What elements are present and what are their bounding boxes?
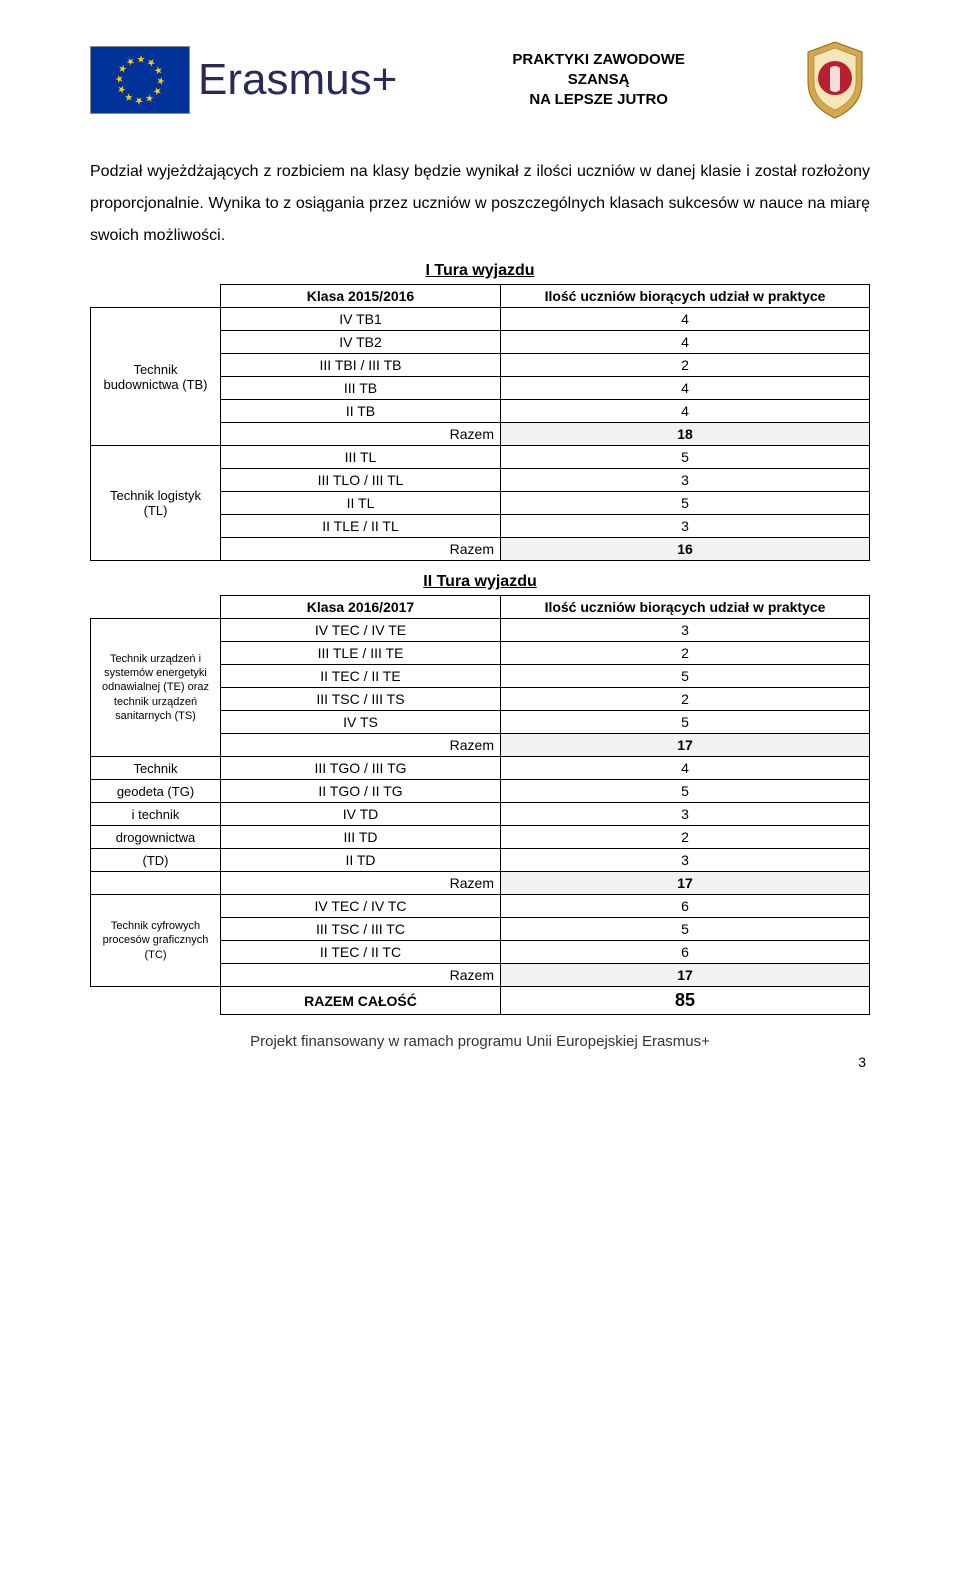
table-cell: II TD <box>221 849 501 872</box>
razem-value: 17 <box>501 872 870 895</box>
header-title: PRAKTYKI ZAWODOWE SZANSĄ NA LEPSZE JUTRO <box>512 50 685 111</box>
table-cell: 4 <box>501 400 870 423</box>
table-cell: 3 <box>501 619 870 642</box>
razem-label: Razem <box>221 423 501 446</box>
school-emblem-icon <box>800 40 870 120</box>
table-cell: 3 <box>501 515 870 538</box>
table-cell: 6 <box>501 941 870 964</box>
eu-flag-icon: ★ ★ ★ ★ ★ ★ ★ ★ ★ ★ ★ ★ <box>90 46 190 114</box>
table-cell: 5 <box>501 918 870 941</box>
razem-value: 16 <box>501 538 870 561</box>
table-cell: 5 <box>501 780 870 803</box>
tura2-group2-label-l4: drogownictwa <box>91 826 221 849</box>
tura1-table: Klasa 2015/2016 Ilość uczniów biorących … <box>90 284 870 561</box>
razem-label: Razem <box>221 872 501 895</box>
razem-label: Razem <box>221 964 501 987</box>
table-cell: 6 <box>501 895 870 918</box>
table-cell: II TGO / II TG <box>221 780 501 803</box>
table-cell: III TSC / III TC <box>221 918 501 941</box>
table-cell: 3 <box>501 803 870 826</box>
page-number: 3 <box>90 1054 870 1070</box>
tura2-group2-label-l5: (TD) <box>91 849 221 872</box>
tura2-group2-label-l3: i technik <box>91 803 221 826</box>
table-cell: 2 <box>501 688 870 711</box>
table-cell: IV TB1 <box>221 308 501 331</box>
table-cell: 2 <box>501 354 870 377</box>
razem-value: 17 <box>501 734 870 757</box>
tura1-group1-label: Technik budownictwa (TB) <box>91 308 221 446</box>
tura2-group1-label: Technik urządzeń i systemów energetyki o… <box>91 619 221 757</box>
erasmus-logo: ★ ★ ★ ★ ★ ★ ★ ★ ★ ★ ★ ★ Erasmus+ <box>90 46 397 114</box>
tura2-header-count: Ilość uczniów biorących udział w praktyc… <box>501 596 870 619</box>
table-cell: 4 <box>501 308 870 331</box>
table-cell: 4 <box>501 331 870 354</box>
table-cell: IV TEC / IV TC <box>221 895 501 918</box>
table-cell: III TGO / III TG <box>221 757 501 780</box>
tura1-header-class: Klasa 2015/2016 <box>221 285 501 308</box>
table-cell: 5 <box>501 665 870 688</box>
table-cell: 4 <box>501 377 870 400</box>
erasmus-brand-text: Erasmus+ <box>198 55 397 105</box>
razem-value: 17 <box>501 964 870 987</box>
table-cell: IV TB2 <box>221 331 501 354</box>
table-cell: III TSC / III TS <box>221 688 501 711</box>
tura2-group2-label-l2: geodeta (TG) <box>91 780 221 803</box>
tura2-title: II Tura wyjazdu <box>90 573 870 591</box>
table-cell: IV TD <box>221 803 501 826</box>
razem-label: Razem <box>221 734 501 757</box>
table-cell: III TLO / III TL <box>221 469 501 492</box>
header-title-line1: PRAKTYKI ZAWODOWE <box>512 50 685 70</box>
table-cell: II TL <box>221 492 501 515</box>
tura2-group3-label: Technik cyfrowych procesów graficznych (… <box>91 895 221 987</box>
table-cell: II TEC / II TE <box>221 665 501 688</box>
tura2-header-class: Klasa 2016/2017 <box>221 596 501 619</box>
header-title-line2: SZANSĄ <box>512 70 685 90</box>
razem-label: Razem <box>221 538 501 561</box>
tura2-group2-label-l1: Technik <box>91 757 221 780</box>
table-cell: 2 <box>501 826 870 849</box>
tura1-header-count: Ilość uczniów biorących udział w praktyc… <box>501 285 870 308</box>
table-cell: III TL <box>221 446 501 469</box>
table-cell: 3 <box>501 849 870 872</box>
document-header: ★ ★ ★ ★ ★ ★ ★ ★ ★ ★ ★ ★ Erasmus+ PRAKTYK… <box>90 40 870 120</box>
total-value: 85 <box>501 987 870 1015</box>
table-cell: II TLE / II TL <box>221 515 501 538</box>
table-cell: III TBI / III TB <box>221 354 501 377</box>
table-cell: 5 <box>501 446 870 469</box>
footer-text: Projekt finansowany w ramach programu Un… <box>90 1033 870 1050</box>
table-cell: III TLE / III TE <box>221 642 501 665</box>
tura2-table: Klasa 2016/2017 Ilość uczniów biorących … <box>90 595 870 1015</box>
total-label: RAZEM CAŁOŚĆ <box>221 987 501 1015</box>
table-cell: 4 <box>501 757 870 780</box>
table-cell: 5 <box>501 711 870 734</box>
table-cell: 3 <box>501 469 870 492</box>
intro-paragraph: Podział wyjeżdżających z rozbiciem na kl… <box>90 156 870 252</box>
header-title-line3: NA LEPSZE JUTRO <box>512 90 685 110</box>
tura1-title: I Tura wyjazdu <box>90 262 870 280</box>
table-cell: II TEC / II TC <box>221 941 501 964</box>
razem-value: 18 <box>501 423 870 446</box>
tura1-group2-label: Technik logistyk (TL) <box>91 446 221 561</box>
table-cell: 2 <box>501 642 870 665</box>
table-cell: IV TEC / IV TE <box>221 619 501 642</box>
table-cell: II TB <box>221 400 501 423</box>
table-cell: III TB <box>221 377 501 400</box>
table-cell: IV TS <box>221 711 501 734</box>
table-cell: III TD <box>221 826 501 849</box>
table-cell: 5 <box>501 492 870 515</box>
